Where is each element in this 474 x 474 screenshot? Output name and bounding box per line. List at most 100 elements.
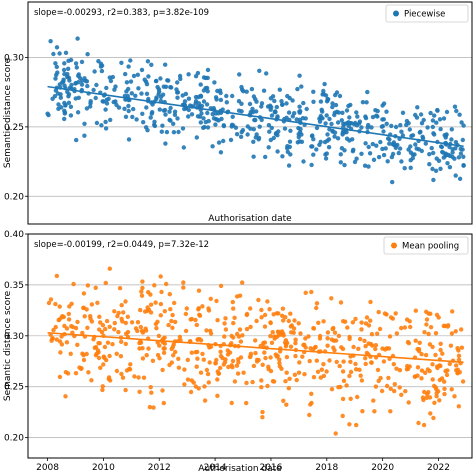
data-point — [68, 113, 74, 118]
data-point — [158, 94, 164, 100]
xlabel-bottom: Authorisation date — [198, 464, 282, 474]
data-point — [408, 324, 413, 330]
data-point — [159, 129, 164, 134]
data-point — [437, 117, 443, 122]
data-point — [66, 100, 72, 106]
data-point — [104, 318, 110, 324]
data-point — [348, 354, 353, 359]
data-point — [181, 285, 186, 290]
data-point — [138, 340, 144, 345]
data-point — [247, 101, 253, 107]
data-point — [180, 93, 185, 98]
data-point — [352, 122, 357, 127]
data-point — [449, 137, 454, 142]
data-point — [182, 382, 187, 387]
data-point — [427, 162, 432, 167]
data-point — [336, 385, 341, 390]
data-point — [318, 375, 323, 380]
data-point — [196, 288, 202, 293]
data-point — [100, 99, 105, 104]
data-point — [119, 316, 124, 322]
data-point — [154, 326, 159, 331]
data-point — [297, 360, 302, 365]
data-point — [365, 125, 370, 130]
data-point — [237, 72, 242, 77]
data-point — [158, 313, 163, 318]
data-point — [168, 307, 173, 312]
data-point — [168, 85, 173, 90]
data-point — [397, 368, 403, 373]
data-point — [139, 328, 145, 334]
data-point — [140, 285, 145, 291]
data-point — [64, 340, 70, 345]
yticks-top: 0.20 0.25 0.30 — [4, 54, 28, 202]
data-point — [129, 320, 135, 325]
data-point — [309, 391, 314, 396]
data-point — [373, 346, 378, 352]
data-point — [294, 377, 299, 383]
data-point — [416, 147, 422, 152]
data-point — [259, 378, 264, 383]
data-point — [399, 325, 404, 331]
data-point — [449, 387, 454, 392]
data-point — [130, 114, 135, 120]
data-point — [284, 354, 290, 360]
data-point — [314, 305, 319, 311]
data-point — [62, 323, 67, 329]
data-point — [222, 321, 227, 326]
data-point — [455, 346, 460, 351]
data-point — [54, 45, 60, 50]
data-point — [164, 281, 169, 287]
annotation-top: slope=-0.00293, r2=0.383, p=3.82e-109 — [34, 8, 209, 18]
data-point — [118, 354, 124, 359]
data-point — [97, 327, 102, 332]
data-point — [221, 138, 226, 144]
data-point — [285, 149, 290, 155]
data-point — [276, 329, 281, 335]
data-point — [341, 378, 347, 383]
data-point — [119, 303, 124, 308]
data-point — [277, 87, 282, 92]
data-point — [81, 291, 87, 296]
data-point — [329, 296, 334, 301]
data-point — [315, 369, 321, 374]
data-point — [438, 347, 443, 353]
data-point — [205, 125, 211, 130]
data-point — [155, 319, 160, 324]
xtick-label: 2012 — [148, 463, 171, 473]
data-point — [104, 85, 109, 91]
ytick-label: 0.30 — [4, 54, 24, 64]
data-point — [103, 107, 108, 112]
data-point — [218, 150, 224, 155]
data-point — [269, 105, 274, 110]
data-point — [364, 100, 369, 105]
data-point — [200, 351, 205, 357]
data-point — [148, 385, 153, 390]
data-point — [92, 345, 98, 350]
data-point — [52, 94, 58, 99]
data-point — [107, 324, 112, 329]
data-point — [96, 355, 102, 361]
data-point — [376, 309, 381, 315]
data-point — [236, 360, 241, 365]
data-point — [456, 155, 462, 160]
data-point — [430, 377, 435, 382]
data-point — [382, 311, 388, 316]
data-point — [155, 352, 161, 358]
data-point — [452, 394, 457, 399]
data-point — [407, 319, 412, 324]
data-point — [403, 389, 408, 394]
data-point — [399, 129, 404, 134]
data-point — [424, 395, 429, 400]
data-point — [357, 367, 362, 372]
data-point — [50, 336, 55, 341]
data-point — [325, 97, 331, 102]
data-point — [378, 139, 383, 145]
data-point — [407, 127, 412, 132]
data-point — [314, 147, 319, 152]
data-point — [418, 129, 423, 134]
data-point — [174, 87, 179, 92]
data-point — [369, 125, 374, 130]
data-point — [82, 133, 87, 138]
ytick-label: 0.20 — [4, 434, 24, 444]
